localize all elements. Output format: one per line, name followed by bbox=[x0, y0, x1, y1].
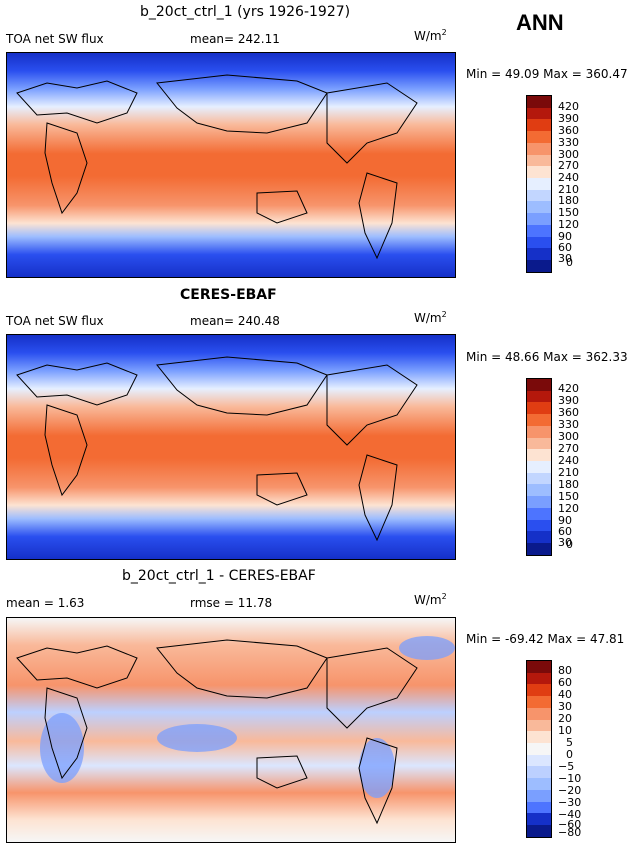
panel1-map bbox=[6, 52, 456, 278]
panel2-tick: 150 bbox=[558, 490, 579, 503]
panel2-map bbox=[6, 334, 456, 560]
panel2-tick: 330 bbox=[558, 418, 579, 431]
panel3-minmax: Min = -69.42 Max = 47.81 bbox=[466, 632, 625, 646]
panel1-tick: 360 bbox=[558, 124, 579, 137]
panel1-mean-label: mean= 242.11 bbox=[190, 32, 280, 46]
panel1-tick: 330 bbox=[558, 136, 579, 149]
panel2-tick: 390 bbox=[558, 394, 579, 407]
panel1-tick: 210 bbox=[558, 183, 579, 196]
panel3-tick: 5 bbox=[566, 736, 573, 749]
panel3-tick: −80 bbox=[558, 826, 582, 839]
panel1-tick: 420 bbox=[558, 100, 579, 113]
panel2-tick: 210 bbox=[558, 466, 579, 479]
panel1-variable-label: TOA net SW flux bbox=[6, 32, 104, 46]
panel3-tick: −30 bbox=[558, 796, 582, 809]
panel3-tick: 20 bbox=[558, 712, 572, 725]
panel3-field bbox=[7, 618, 455, 842]
panel3-units: W/m2 bbox=[414, 592, 447, 607]
panel3-tick: −10 bbox=[558, 772, 582, 785]
panel1-colorbar bbox=[526, 95, 552, 273]
panel3-tick: 40 bbox=[558, 688, 572, 701]
panel1-tick: 390 bbox=[558, 112, 579, 125]
panel3-mean-label: mean = 1.63 bbox=[6, 596, 85, 610]
panel1-tick: 0 bbox=[566, 256, 573, 269]
panel3-tick: 60 bbox=[558, 676, 572, 689]
panel3-title: b_20ct_ctrl_1 - CERES-EBAF bbox=[122, 568, 316, 584]
panel3-tick: 80 bbox=[558, 664, 572, 677]
panel2-field bbox=[7, 335, 455, 559]
panel1-field bbox=[7, 53, 455, 277]
panel1-tick: 300 bbox=[558, 148, 579, 161]
panel2-mean-label: mean= 240.48 bbox=[190, 314, 280, 328]
panel2-variable-label: TOA net SW flux bbox=[6, 314, 104, 328]
panel3-rmse-label: rmse = 11.78 bbox=[190, 596, 273, 610]
panel2-units: W/m2 bbox=[414, 310, 447, 325]
panel2-tick: 120 bbox=[558, 502, 579, 515]
panel2-tick: 0 bbox=[566, 538, 573, 551]
panel2-tick: 180 bbox=[558, 478, 579, 491]
panel2-minmax: Min = 48.66 Max = 362.33 bbox=[466, 350, 628, 364]
panel1-tick: 30 bbox=[558, 252, 572, 265]
panel1-minmax: Min = 49.09 Max = 360.47 bbox=[466, 67, 628, 81]
panel3-tick: −20 bbox=[558, 784, 582, 797]
panel1-tick: 150 bbox=[558, 206, 579, 219]
panel3-tick: −60 bbox=[558, 818, 582, 831]
panel1-tick: 270 bbox=[558, 159, 579, 172]
panel1-tick: 240 bbox=[558, 171, 579, 184]
panel3-tick: 30 bbox=[558, 700, 572, 713]
panel1-tick: 60 bbox=[558, 241, 572, 254]
panel2-tick: 90 bbox=[558, 514, 572, 527]
panel2-tick: 420 bbox=[558, 382, 579, 395]
panel2-title: CERES-EBAF bbox=[180, 287, 277, 303]
panel1-tick: 120 bbox=[558, 218, 579, 231]
panel2-tick: 270 bbox=[558, 442, 579, 455]
panel1-units: W/m2 bbox=[414, 28, 447, 43]
panel3-colorbar bbox=[526, 660, 552, 838]
panel3-tick: −5 bbox=[558, 760, 575, 773]
season-label: ANN bbox=[516, 10, 564, 35]
panel1-tick: 180 bbox=[558, 194, 579, 207]
panel1-title: b_20ct_ctrl_1 (yrs 1926-1927) bbox=[140, 4, 351, 20]
panel3-tick: 0 bbox=[566, 748, 573, 761]
panel2-tick: 360 bbox=[558, 406, 579, 419]
panel3-map bbox=[6, 617, 456, 843]
panel3-tick: 10 bbox=[558, 724, 572, 737]
panel2-tick: 30 bbox=[558, 536, 572, 549]
panel2-colorbar bbox=[526, 378, 552, 556]
panel3-tick: −40 bbox=[558, 808, 582, 821]
panel2-tick: 60 bbox=[558, 525, 572, 538]
panel1-tick: 90 bbox=[558, 230, 572, 243]
panel2-tick: 300 bbox=[558, 430, 579, 443]
panel2-tick: 240 bbox=[558, 454, 579, 467]
